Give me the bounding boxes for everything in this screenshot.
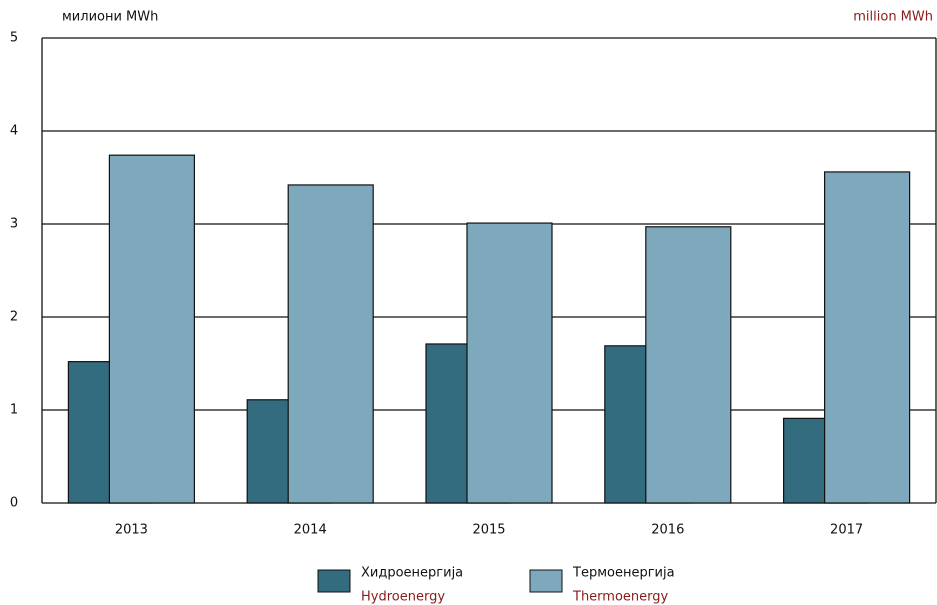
bar (287, 184, 374, 504)
y-tick-label: 4 (10, 124, 18, 139)
legend-label: Термоенергија (572, 566, 675, 581)
bar (645, 226, 732, 504)
x-tick-label: 2017 (830, 523, 863, 538)
x-tick-label: 2013 (115, 523, 148, 538)
legend-label-en: Hydroenergy (361, 590, 445, 605)
y-axis-label-en: million MWh (853, 10, 933, 25)
y-tick-label: 1 (10, 403, 18, 418)
y-tick-label: 5 (10, 31, 18, 46)
y-tick-label: 0 (10, 496, 18, 511)
bar (466, 222, 553, 504)
legend-swatch (529, 569, 563, 593)
x-tick-label: 2014 (294, 523, 327, 538)
y-tick-label: 3 (10, 217, 18, 232)
y-axis-label: милиони MWh (62, 10, 158, 25)
x-tick-label: 2015 (472, 523, 505, 538)
legend-label: Хидроенергија (361, 566, 463, 581)
y-tick-label: 2 (10, 310, 18, 325)
x-tick-label: 2016 (651, 523, 684, 538)
bar (108, 154, 196, 504)
legend-swatch (317, 569, 351, 593)
legend-label-en: Thermoenergy (572, 590, 669, 605)
bar (823, 171, 911, 504)
